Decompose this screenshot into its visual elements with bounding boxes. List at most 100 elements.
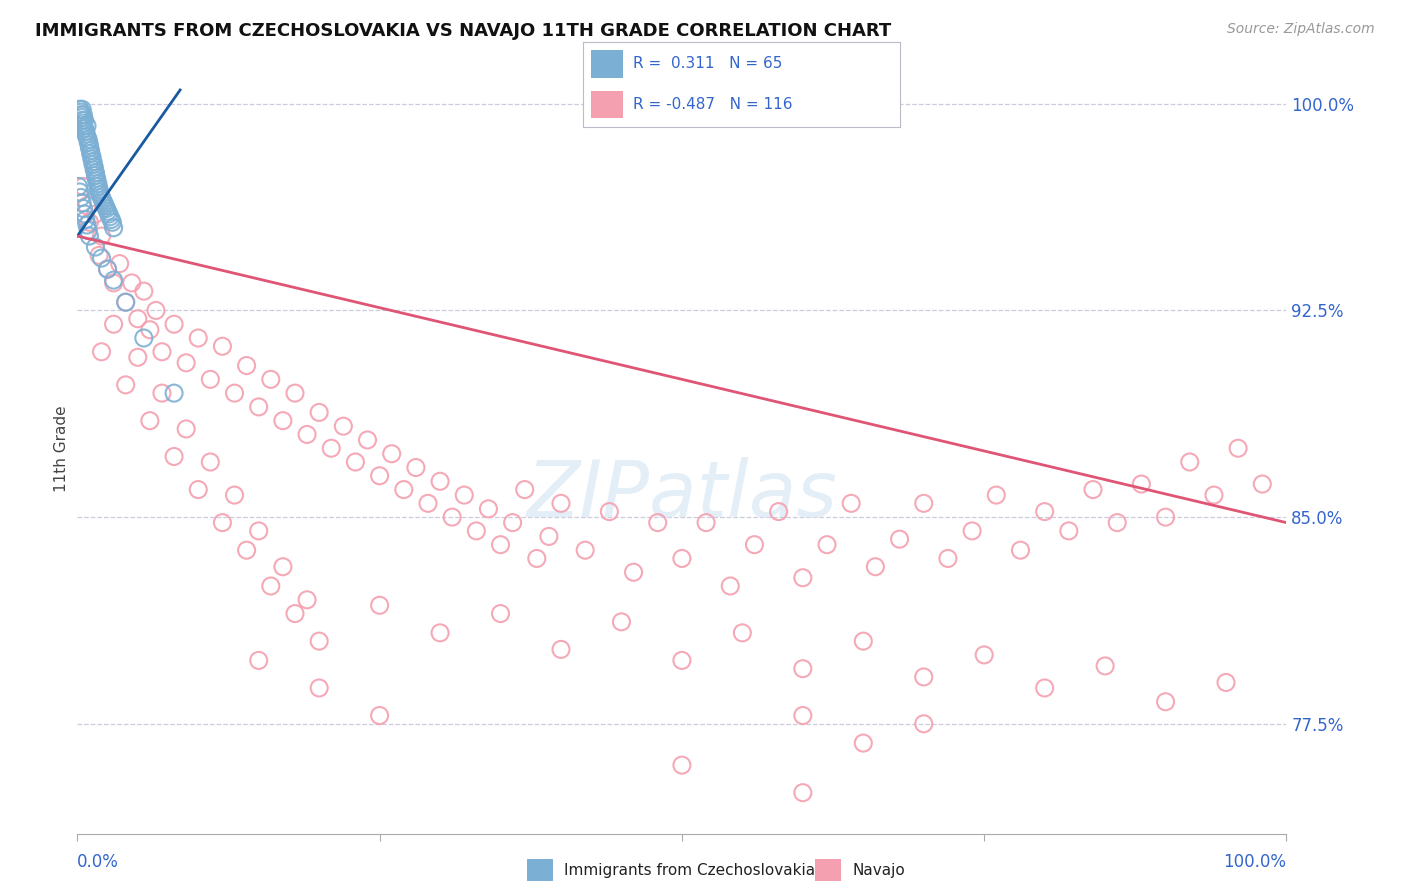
Point [356, 433, 378, 447]
Point [260, 372, 283, 386]
Text: R =  0.311   N = 65: R = 0.311 N = 65 [633, 56, 782, 71]
Point [94, 199, 117, 213]
Point [76, 199, 98, 213]
Bar [592, 91, 623, 119]
Point [72, 202, 94, 216]
Point [1154, 510, 1177, 524]
Point [671, 653, 693, 667]
Point [839, 496, 862, 510]
Point [768, 505, 790, 519]
Point [852, 634, 875, 648]
Text: 100.0%: 100.0% [1223, 854, 1286, 871]
Point [75, 212, 97, 227]
Text: Source: ZipAtlas.com: Source: ZipAtlas.com [1227, 22, 1375, 37]
Point [695, 516, 717, 530]
Point [344, 455, 367, 469]
Point [1178, 455, 1201, 469]
Point [235, 543, 257, 558]
Point [792, 571, 814, 585]
Point [121, 276, 143, 290]
Point [77, 132, 100, 146]
Point [87, 177, 110, 191]
Point [79, 144, 101, 158]
Point [284, 386, 307, 401]
Point [86, 174, 108, 188]
Point [84, 207, 107, 221]
Point [1010, 543, 1032, 558]
Point [139, 323, 162, 337]
Point [368, 708, 391, 723]
Point [77, 223, 100, 237]
Point [489, 538, 512, 552]
Point [912, 496, 935, 510]
Point [87, 185, 110, 199]
Point [70, 103, 93, 117]
Text: ZIPatlas: ZIPatlas [526, 457, 838, 533]
Point [671, 551, 693, 566]
Point [70, 196, 93, 211]
Point [502, 516, 524, 530]
Point [82, 154, 104, 169]
Point [101, 215, 124, 229]
Point [852, 736, 875, 750]
Point [295, 592, 318, 607]
Point [1154, 695, 1177, 709]
Point [73, 113, 96, 128]
Point [75, 127, 97, 141]
Point [936, 551, 959, 566]
Point [100, 212, 122, 227]
Point [187, 483, 209, 497]
Point [960, 524, 983, 538]
Point [453, 488, 475, 502]
Point [200, 372, 222, 386]
Point [1215, 675, 1237, 690]
Point [247, 400, 270, 414]
Point [127, 311, 149, 326]
Point [623, 566, 645, 580]
Point [489, 607, 512, 621]
Point [103, 273, 125, 287]
Point [114, 377, 136, 392]
Point [150, 386, 173, 401]
Point [271, 559, 294, 574]
Point [70, 113, 93, 128]
Point [70, 111, 93, 125]
Point [1033, 681, 1056, 695]
Point [332, 419, 354, 434]
Point [96, 262, 118, 277]
Text: Immigrants from Czechoslovakia: Immigrants from Czechoslovakia [564, 863, 815, 878]
Point [72, 108, 94, 122]
Point [465, 524, 488, 538]
Point [792, 662, 814, 676]
Point [82, 157, 104, 171]
Point [731, 625, 754, 640]
Point [145, 303, 167, 318]
Point [235, 359, 257, 373]
Point [1094, 659, 1116, 673]
Point [429, 475, 451, 489]
Point [865, 559, 887, 574]
Point [1057, 524, 1080, 538]
Point [224, 386, 246, 401]
Point [792, 708, 814, 723]
Point [103, 317, 125, 331]
Point [73, 207, 96, 221]
Point [97, 207, 120, 221]
Point [67, 179, 90, 194]
Point [308, 405, 330, 419]
Point [108, 257, 131, 271]
Point [72, 119, 94, 133]
Point [1081, 483, 1104, 497]
Point [321, 441, 343, 455]
Point [103, 220, 125, 235]
Point [574, 543, 596, 558]
Point [70, 105, 93, 120]
Point [96, 204, 118, 219]
Point [73, 121, 96, 136]
Point [526, 551, 548, 566]
Point [163, 317, 186, 331]
Point [537, 529, 560, 543]
Text: 0.0%: 0.0% [77, 854, 120, 871]
Point [284, 607, 307, 621]
Point [441, 510, 464, 524]
